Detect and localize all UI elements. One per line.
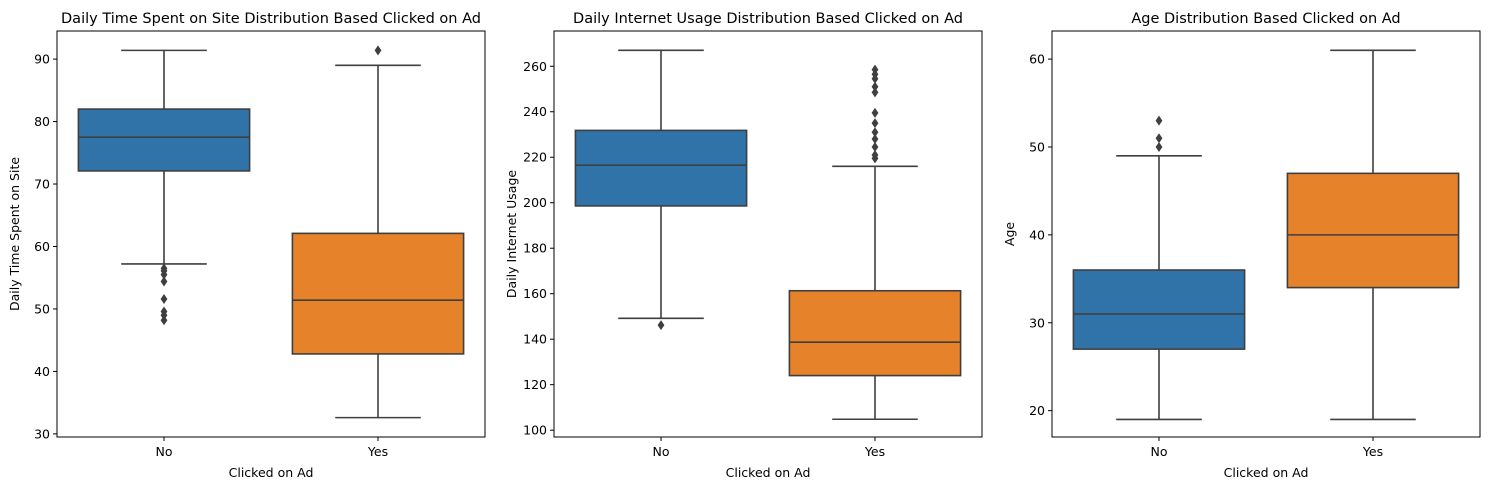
outlier-point xyxy=(871,142,879,152)
outlier-point xyxy=(1155,142,1163,152)
y-tick-label: 240 xyxy=(523,104,547,119)
outlier-point xyxy=(871,134,879,145)
box-iqr xyxy=(291,232,465,355)
x-axis-label: Clicked on Ad xyxy=(726,465,811,480)
y-tick-label: 160 xyxy=(523,286,547,301)
chart-title: Daily Internet Usage Distribution Based … xyxy=(573,11,963,27)
outlier-point xyxy=(657,320,665,331)
axes-frame xyxy=(1051,30,1481,438)
y-tick-label: 70 xyxy=(34,177,50,192)
box-iqr xyxy=(1286,172,1460,289)
y-tick-label: 20 xyxy=(1029,403,1045,418)
x-tick-label: Yes xyxy=(864,444,885,459)
y-tick-label: 100 xyxy=(523,423,547,438)
x-tick-label: No xyxy=(1151,444,1168,459)
y-tick-label: 40 xyxy=(34,364,50,379)
y-tick-label: 50 xyxy=(1029,140,1045,155)
y-axis-label: Age xyxy=(1002,222,1017,246)
y-axis-label: Daily Internet Usage xyxy=(504,170,519,298)
y-tick-label: 50 xyxy=(34,301,50,316)
outlier-point xyxy=(160,263,168,274)
y-tick-label: 140 xyxy=(523,332,547,347)
x-axis-label: Clicked on Ad xyxy=(229,465,314,480)
outlier-point xyxy=(374,45,382,56)
x-tick-label: Yes xyxy=(1362,444,1383,459)
outlier-point xyxy=(871,107,879,118)
box-iqr xyxy=(574,129,748,207)
outlier-point xyxy=(160,276,168,287)
x-tick-label: No xyxy=(156,444,173,459)
x-tick-label: Yes xyxy=(367,444,388,459)
y-tick-label: 60 xyxy=(1029,52,1045,67)
chart-title: Age Distribution Based Clicked on Ad xyxy=(1131,11,1400,27)
chart-title: Daily Time Spent on Site Distribution Ba… xyxy=(61,11,481,27)
outlier-point xyxy=(1155,115,1163,126)
y-tick-label: 90 xyxy=(34,52,50,67)
y-tick-label: 200 xyxy=(523,195,547,210)
y-axis-label: Daily Time Spent on Site xyxy=(7,157,22,311)
y-tick-label: 260 xyxy=(523,59,547,74)
outlier-point xyxy=(160,293,168,304)
outlier-point xyxy=(871,127,879,138)
box-group-no xyxy=(574,49,748,331)
x-axis-label: Clicked on Ad xyxy=(1224,465,1309,480)
outlier-point xyxy=(871,149,879,160)
chart-panel-1: Daily Time Spent on Site Distribution Ba… xyxy=(7,11,486,480)
box-iqr xyxy=(788,289,962,377)
box-iqr xyxy=(1072,269,1246,350)
outlier-point xyxy=(871,87,879,98)
outlier-point xyxy=(871,81,879,92)
box-group-yes xyxy=(1286,49,1460,421)
y-tick-label: 120 xyxy=(523,377,547,392)
box-group-yes xyxy=(788,64,962,421)
box-iqr xyxy=(77,108,251,172)
y-tick-label: 220 xyxy=(523,150,547,165)
box-group-no xyxy=(77,49,251,326)
x-tick-label: No xyxy=(653,444,670,459)
axes-frame xyxy=(553,30,983,438)
y-tick-label: 40 xyxy=(1029,227,1045,242)
y-tick-label: 30 xyxy=(1029,315,1045,330)
box-group-yes xyxy=(291,45,465,419)
y-tick-label: 30 xyxy=(34,426,50,441)
chart-panel-2: Daily Internet Usage Distribution Based … xyxy=(504,11,983,480)
outlier-point xyxy=(160,306,168,317)
y-tick-label: 80 xyxy=(34,114,50,129)
axes-frame xyxy=(56,30,486,438)
y-tick-label: 180 xyxy=(523,241,547,256)
outlier-point xyxy=(871,118,879,129)
outlier-point xyxy=(1155,133,1163,144)
y-tick-label: 60 xyxy=(34,239,50,254)
box-group-no xyxy=(1072,115,1246,421)
chart-panel-3: Age Distribution Based Clicked on Ad 20 30… xyxy=(1002,11,1481,480)
outlier-point xyxy=(871,64,879,75)
